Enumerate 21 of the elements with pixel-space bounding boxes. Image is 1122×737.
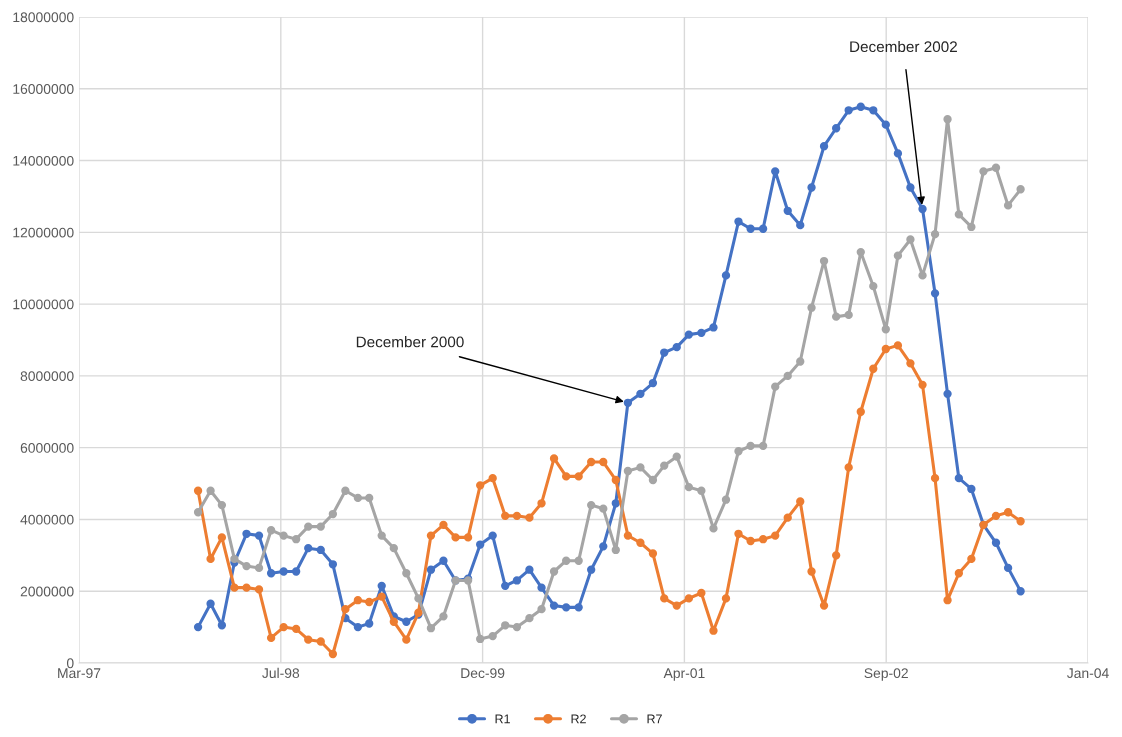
- y-tick-label: 4000000: [20, 514, 74, 525]
- y-tick-label: 12000000: [13, 227, 74, 238]
- x-tick-label: Jan-04: [1066, 668, 1109, 679]
- legend-label: R1: [495, 714, 510, 724]
- y-tick-label: 16000000: [13, 84, 74, 94]
- y-tick-label: 6000000: [20, 443, 74, 453]
- annotation: December 2002: [850, 40, 957, 53]
- legend-label: R7: [647, 714, 662, 724]
- x-tick-label: Apr-01: [663, 668, 705, 681]
- x-tick-label: Jul-98: [262, 667, 300, 679]
- y-tick-label: 14000000: [13, 155, 74, 166]
- y-tick-label: 10000000: [13, 299, 74, 310]
- y-tick-label: 2000000: [20, 586, 74, 597]
- y-tick-label: 8000000: [20, 371, 74, 382]
- y-tick-label: 18000000: [13, 12, 74, 23]
- x-tick-label: Sep-02: [864, 668, 908, 681]
- x-tick-label: Dec-99: [461, 668, 505, 679]
- legend-label: R2: [571, 714, 586, 724]
- y-tick-label: 0: [66, 658, 74, 669]
- annotation: December 2000: [356, 336, 464, 348]
- x-tick-label: Mar-97: [58, 668, 101, 679]
